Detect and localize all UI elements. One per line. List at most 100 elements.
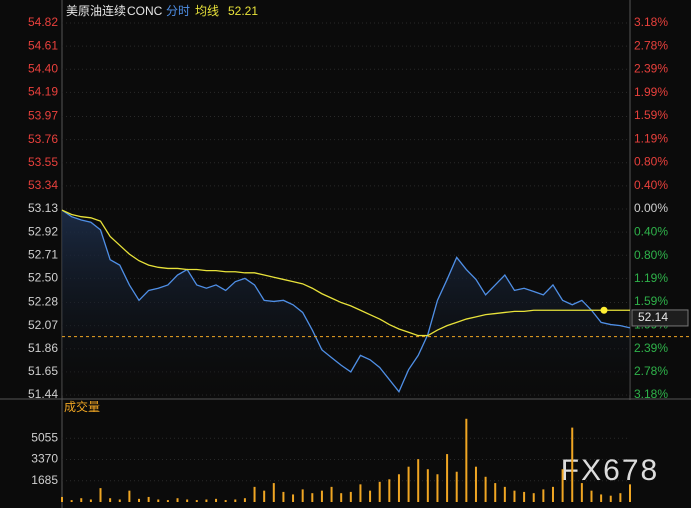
- price-line: [61, 209, 631, 393]
- volume-bar: [89, 499, 92, 502]
- last-price-label: 52.14: [638, 310, 668, 324]
- volume-bar: [272, 483, 275, 502]
- volume-bar: [61, 496, 63, 502]
- avg-line: [61, 209, 630, 337]
- y2-tick-label: 2.78%: [634, 364, 668, 378]
- y-tick-label: 52.92: [28, 224, 58, 238]
- volume-bar: [436, 474, 439, 502]
- volume-tick-label: 5055: [31, 430, 58, 444]
- volume-bar: [147, 496, 150, 502]
- volume-bar: [523, 491, 526, 502]
- price-area: [62, 210, 630, 395]
- y-tick-label: 51.65: [28, 364, 58, 378]
- y-tick-label: 54.82: [28, 15, 58, 29]
- chart-title: 美原油连续: [66, 3, 126, 18]
- volume-bar: [99, 488, 102, 502]
- volume-bar: [186, 499, 189, 502]
- volume-bar: [70, 500, 73, 502]
- y2-tick-label: 1.59%: [634, 294, 668, 308]
- volume-bar: [561, 469, 564, 502]
- volume-bar: [128, 490, 131, 502]
- avg-marker: [600, 306, 608, 314]
- volume-bar: [234, 499, 237, 502]
- volume-bar: [580, 483, 583, 502]
- volume-bar: [571, 427, 574, 502]
- volume-bar: [118, 499, 121, 502]
- y2-tick-label: 1.59%: [634, 108, 668, 122]
- volume-bar: [292, 494, 295, 502]
- volume-bar: [166, 500, 169, 502]
- avg-current: 52.21: [228, 4, 258, 18]
- y2-tick-label: 2.39%: [634, 341, 668, 355]
- y2-tick-label: 0.40%: [634, 178, 668, 192]
- volume-bar: [474, 466, 477, 502]
- y-tick-label: 51.86: [28, 341, 58, 355]
- volume-bar: [138, 498, 141, 502]
- volume-bar: [320, 490, 323, 502]
- symbol: CONC: [127, 4, 163, 18]
- last-price-box: [631, 309, 689, 327]
- volume-bar: [369, 490, 372, 502]
- y2-tick-label: 1.19%: [634, 132, 668, 146]
- y-tick-label: 53.55: [28, 155, 58, 169]
- y2-tick-label: 2.78%: [634, 39, 668, 53]
- y2-tick-label: 1.19%: [634, 271, 668, 285]
- volume-bar: [532, 493, 535, 502]
- volume-bar: [600, 494, 603, 502]
- volume-bar: [513, 490, 516, 502]
- y2-tick-label: 0.80%: [634, 248, 668, 262]
- y2-tick-label: 3.18%: [634, 387, 668, 401]
- y-tick-label: 52.71: [28, 247, 58, 261]
- volume-bar: [551, 486, 554, 502]
- volume-bar: [349, 491, 352, 502]
- volume-bar: [195, 500, 198, 502]
- volume-title: 成交量: [64, 399, 100, 414]
- volume-bar: [446, 454, 449, 502]
- y-tick-label: 53.76: [28, 132, 58, 146]
- y2-tick-label: 0.00%: [634, 201, 668, 215]
- volume-bar: [205, 499, 208, 502]
- volume-bar: [494, 483, 497, 502]
- volume-bar: [176, 498, 179, 502]
- y2-tick-label: 0.80%: [634, 154, 668, 168]
- y-tick-label: 53.34: [28, 178, 58, 192]
- volume-bar: [542, 489, 545, 502]
- volume-bar: [619, 493, 622, 502]
- legend-avg: 均线: [195, 4, 219, 18]
- volume-bar: [426, 469, 429, 502]
- volume-bar: [417, 459, 420, 502]
- volume-bar: [455, 471, 458, 502]
- y-tick-label: 52.28: [28, 295, 58, 309]
- volume-bar: [484, 476, 487, 502]
- volume-bar: [301, 489, 304, 502]
- volume-bar: [359, 484, 362, 502]
- volume-bar: [378, 481, 381, 502]
- volume-bar: [224, 500, 227, 502]
- y-tick-label: 52.07: [28, 318, 58, 332]
- volume-bar: [340, 493, 343, 502]
- volume-bar: [109, 498, 112, 502]
- volume-bar: [609, 495, 612, 502]
- volume-bar: [388, 479, 391, 502]
- volume-bar: [157, 499, 160, 502]
- y2-tick-label: 2.39%: [634, 61, 668, 75]
- legend-price: 分时: [166, 4, 190, 18]
- volume-bar: [590, 490, 593, 502]
- volume-bar: [629, 484, 631, 502]
- y-tick-label: 54.61: [28, 38, 58, 52]
- y-tick-label: 53.97: [28, 109, 58, 123]
- volume-bar: [465, 418, 468, 502]
- y2-tick-label: 3.18%: [634, 15, 668, 29]
- y2-tick-label: 0.40%: [634, 225, 668, 239]
- volume-bar: [330, 486, 333, 502]
- volume-bar: [407, 466, 410, 502]
- volume-bar: [311, 493, 314, 502]
- volume-bar: [243, 498, 246, 502]
- y-tick-label: 54.19: [28, 85, 58, 99]
- volume-bar: [215, 498, 218, 502]
- volume-bar: [263, 490, 266, 502]
- y2-tick-label: 1.99%: [634, 85, 668, 99]
- volume-bar: [253, 486, 256, 502]
